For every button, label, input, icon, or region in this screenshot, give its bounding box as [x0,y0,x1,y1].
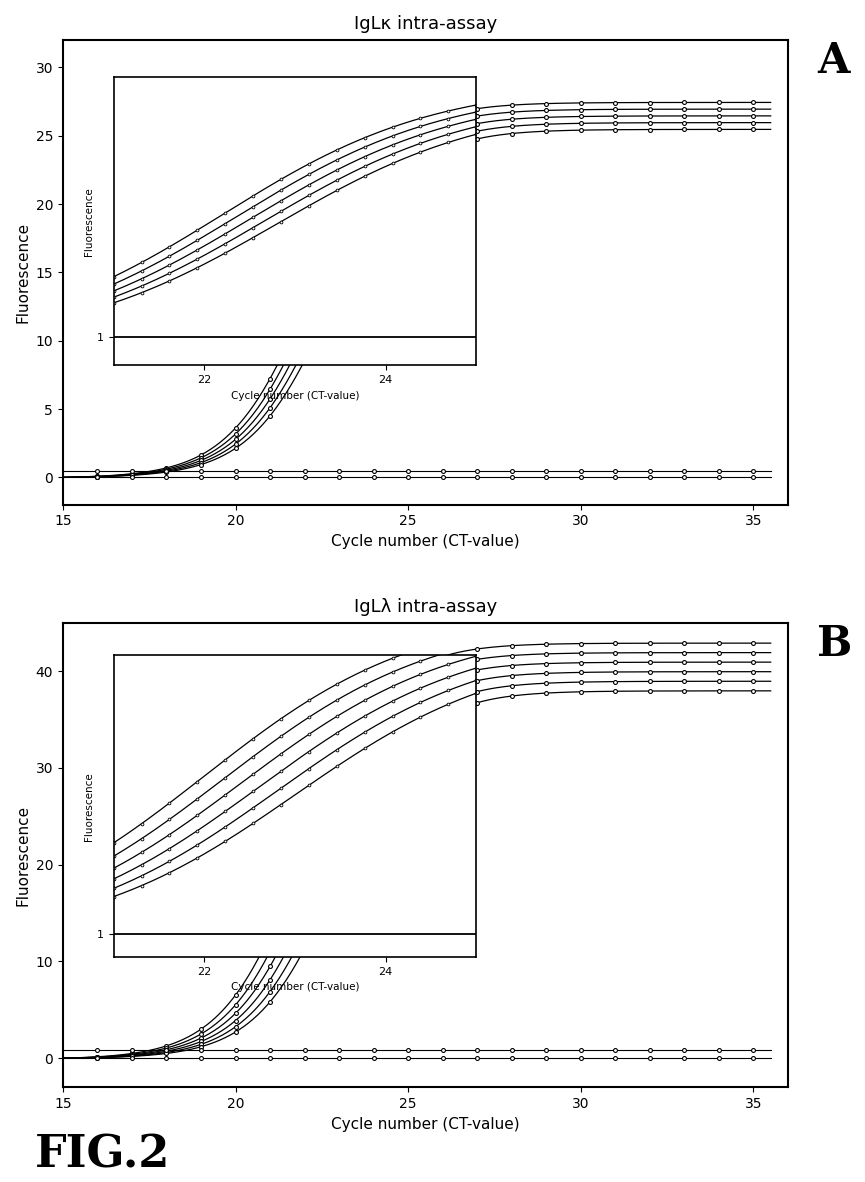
Text: FIG.2: FIG.2 [35,1134,170,1176]
Y-axis label: Fluorescence: Fluorescence [15,222,30,323]
Title: IgLλ intra-assay: IgLλ intra-assay [354,598,497,616]
Title: IgLκ intra-assay: IgLκ intra-assay [354,15,497,33]
X-axis label: Cycle number (CT-value): Cycle number (CT-value) [331,534,520,548]
Y-axis label: Fluorescence: Fluorescence [15,805,30,905]
Text: A: A [817,40,849,82]
Text: B: B [817,623,852,664]
X-axis label: Cycle number (CT-value): Cycle number (CT-value) [331,1117,520,1131]
